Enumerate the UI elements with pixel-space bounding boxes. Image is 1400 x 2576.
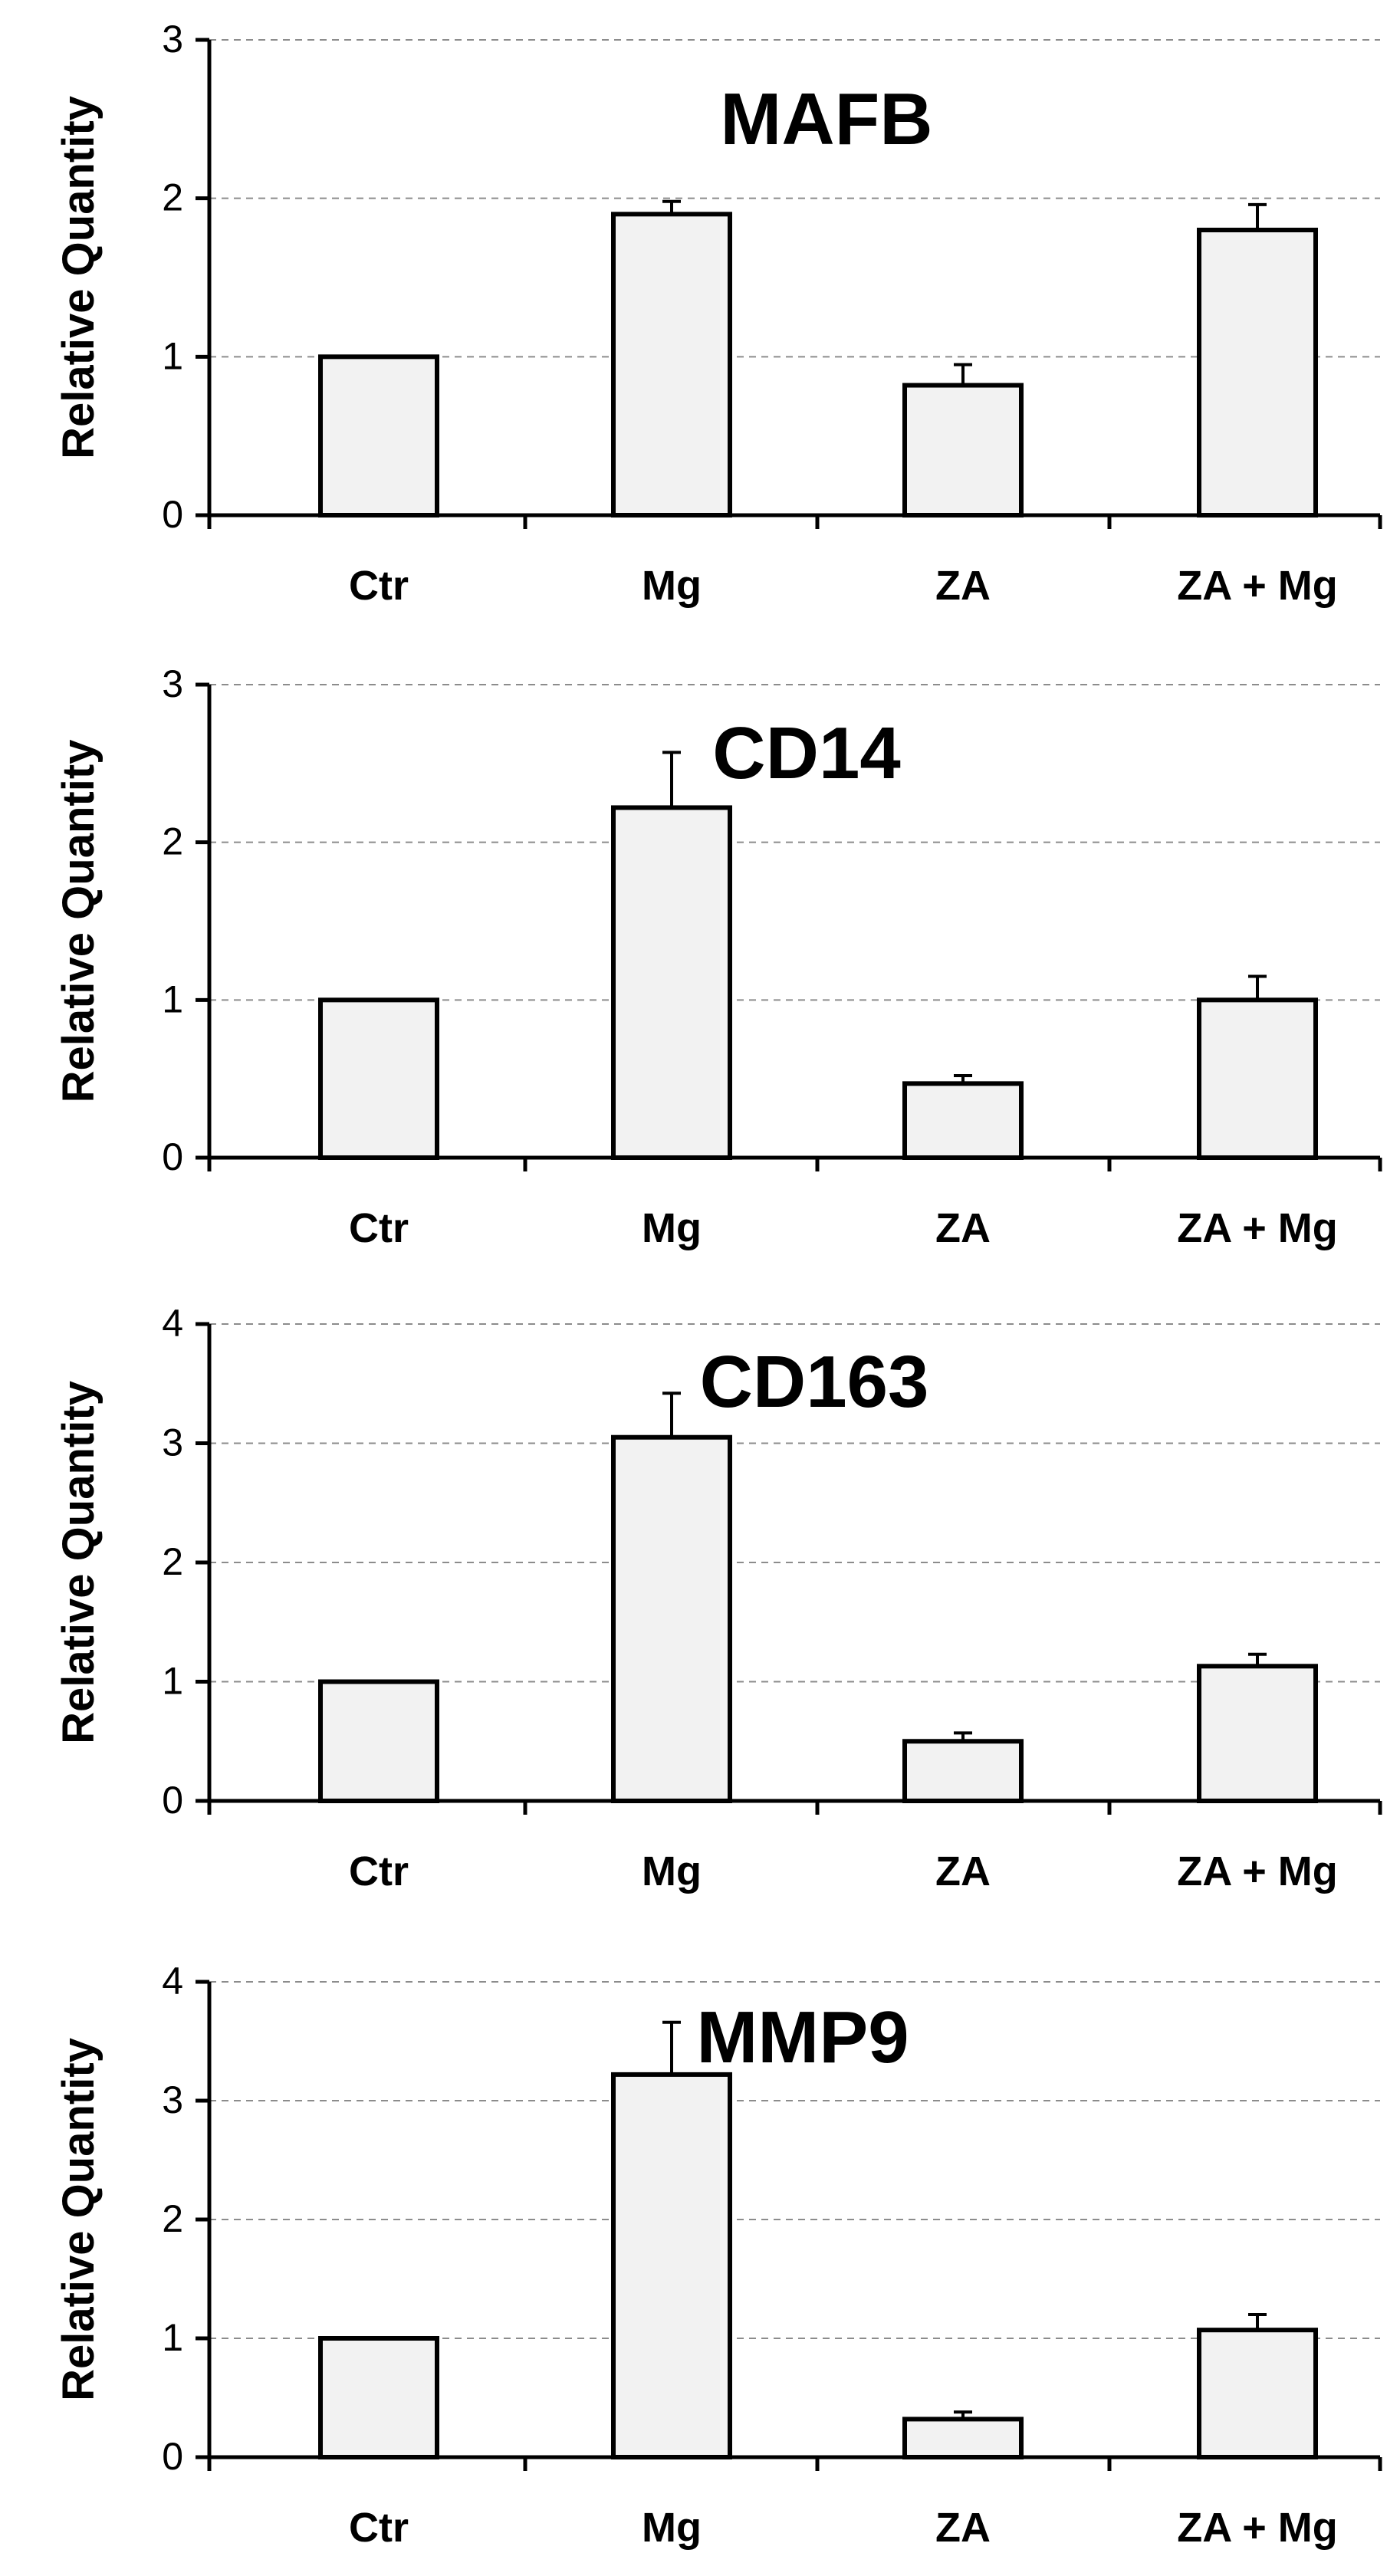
x-tick-label: Mg <box>642 2505 702 2551</box>
bar-za <box>902 2417 1024 2459</box>
y-tick-label: 3 <box>162 662 183 705</box>
chart-title: CD14 <box>712 712 900 794</box>
x-tick-label: ZA + Mg <box>1177 1205 1338 1251</box>
y-tick-label: 3 <box>162 2078 183 2121</box>
bar-mg <box>611 2072 732 2459</box>
bar-za-mg <box>1197 228 1318 518</box>
bar-za <box>902 383 1024 518</box>
chart-panel-3: 0 1 2 3 4 Ctr Mg ZA ZA + Mg Relative Quantity CD16… <box>54 1302 1382 1894</box>
y-tick-label: 4 <box>162 1960 183 2003</box>
chart-title: MMP9 <box>696 1996 909 2078</box>
x-tick-label: Mg <box>642 1205 702 1251</box>
y-tick-label: 0 <box>162 1135 183 1178</box>
y-axis-label: Relative Quantity <box>54 1381 104 1744</box>
bar-mg <box>611 1434 732 1803</box>
y-axis-label: Relative Quantity <box>54 2038 104 2401</box>
bar-ctr <box>318 997 439 1161</box>
x-tick-label: ZA + Mg <box>1177 1848 1338 1894</box>
x-tick-label: ZA + Mg <box>1177 563 1338 609</box>
x-tick-label: ZA + Mg <box>1177 2505 1338 2551</box>
bar-za-mg <box>1197 1664 1318 1803</box>
bar-ctr <box>318 354 439 518</box>
y-tick-label: 0 <box>162 493 183 536</box>
bar-mg <box>611 212 732 518</box>
y-tick-label: 3 <box>162 18 183 61</box>
x-tick-label: Ctr <box>349 1205 409 1251</box>
x-tick-label: ZA <box>935 1848 991 1894</box>
y-tick-label: 0 <box>162 2435 183 2478</box>
y-tick-label: 1 <box>162 2316 183 2359</box>
bar-za-mg <box>1197 2328 1318 2459</box>
x-tick-label: Mg <box>642 1848 702 1894</box>
x-tick-label: Ctr <box>349 563 409 609</box>
y-tick-label: 2 <box>162 176 183 219</box>
chart-title: CD163 <box>700 1341 929 1423</box>
bar-ctr <box>318 2336 439 2459</box>
chart-panel-4: 0 1 2 3 4 Ctr Mg ZA ZA + Mg Relative Quantity MMP9 <box>54 1960 1382 2551</box>
y-axis-label: Relative Quantity <box>54 740 104 1103</box>
y-tick-label: 1 <box>162 334 183 377</box>
chart-panel-2: 0 1 2 3 Ctr Mg ZA ZA + Mg Relative Quantity CD14 <box>54 662 1382 1251</box>
x-tick-label: ZA <box>935 563 991 609</box>
x-tick-label: Mg <box>642 563 702 609</box>
chart-panel-1: 0 1 2 3 Ctr Mg ZA ZA + Mg Relative Quantity MAFB <box>54 18 1382 609</box>
chart-title: MAFB <box>720 78 932 160</box>
y-axis-label: Relative Quantity <box>54 96 104 459</box>
bar-za <box>902 1081 1024 1160</box>
bar-mg <box>611 805 732 1161</box>
bar-za <box>902 1739 1024 1803</box>
y-tick-label: 1 <box>162 1660 183 1703</box>
x-tick-label: ZA <box>935 2505 991 2551</box>
bar-ctr <box>318 1679 439 1803</box>
bar-za-mg <box>1197 997 1318 1161</box>
y-tick-label: 2 <box>162 1540 183 1583</box>
x-tick-label: Ctr <box>349 1848 409 1894</box>
y-tick-label: 0 <box>162 1779 183 1822</box>
y-tick-label: 2 <box>162 820 183 863</box>
y-tick-label: 1 <box>162 978 183 1020</box>
x-tick-label: ZA <box>935 1205 991 1251</box>
y-tick-label: 4 <box>162 1302 183 1345</box>
y-tick-label: 3 <box>162 1421 183 1464</box>
x-tick-label: Ctr <box>349 2505 409 2551</box>
y-tick-label: 2 <box>162 2197 183 2240</box>
